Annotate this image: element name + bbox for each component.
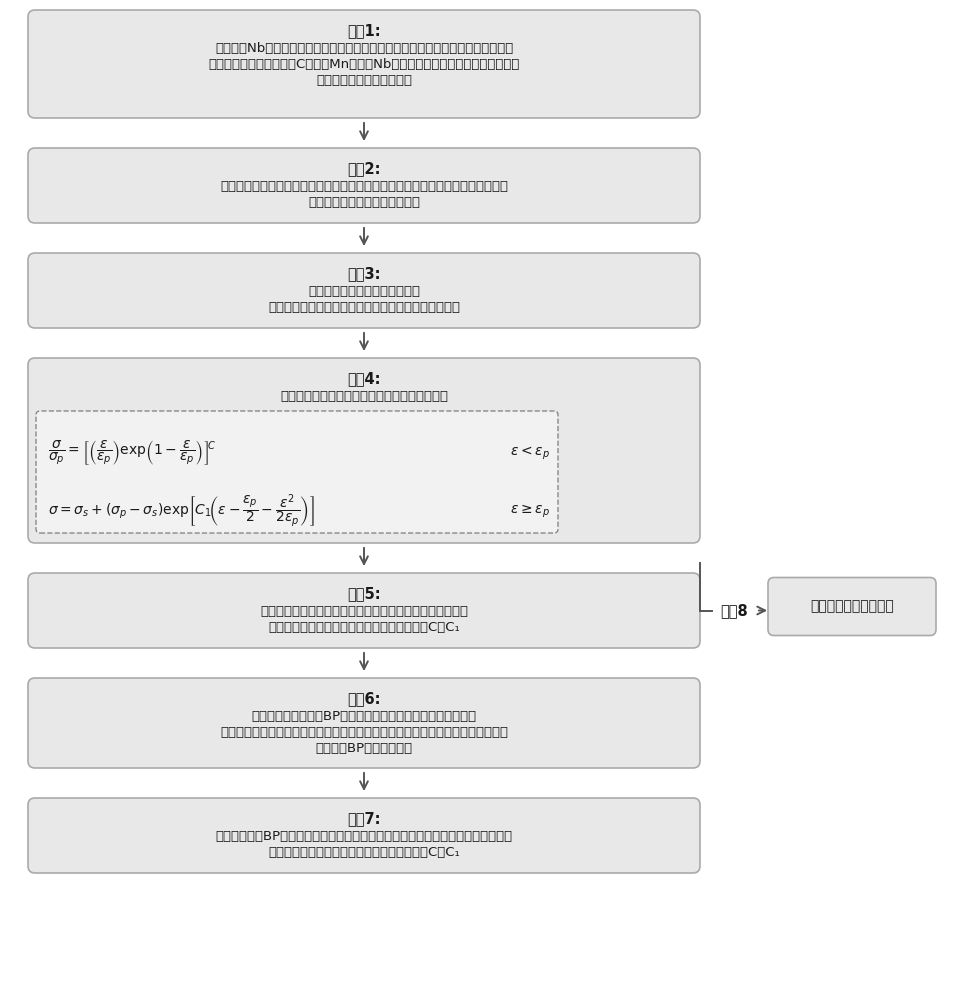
Text: 流变应力曲线，获得筛选数据集: 流变应力曲线，获得筛选数据集: [308, 196, 420, 209]
FancyBboxPatch shape: [28, 678, 700, 768]
Text: 步骤7:: 步骤7:: [347, 811, 381, 826]
Text: $\dfrac{\sigma}{\sigma_p} = \left[\left(\dfrac{\varepsilon}{\varepsilon_p}\right: $\dfrac{\sigma}{\sigma_p} = \left[\left(…: [48, 439, 217, 467]
FancyBboxPatch shape: [28, 253, 700, 328]
Text: 步骤2:: 步骤2:: [347, 161, 381, 176]
Text: 数据集，钢种信息包括：C含量、Mn含量和Nb含量，工艺参数：加热温度、变形温: 数据集，钢种信息包括：C含量、Mn含量和Nb含量，工艺参数：加热温度、变形温: [208, 58, 520, 71]
FancyBboxPatch shape: [28, 10, 700, 118]
Text: $\sigma = \sigma_s + (\sigma_p - \sigma_s)\exp\!\left[C_1\!\left(\varepsilon - \: $\sigma = \sigma_s + (\sigma_p - \sigma_…: [48, 492, 315, 530]
Text: 与动态再结晶型流变应力特征间的非线性映射网络关系模型，进行模型训练，获得: 与动态再结晶型流变应力特征间的非线性映射网络关系模型，进行模型训练，获得: [220, 726, 508, 739]
Text: 步骤4:: 步骤4:: [347, 371, 381, 386]
Text: 根据动态再结晶型流变应力数学模型形式，采用遗传算法，: 根据动态再结晶型流变应力数学模型形式，采用遗传算法，: [260, 605, 468, 618]
Text: $\varepsilon < \varepsilon_p$: $\varepsilon < \varepsilon_p$: [510, 444, 550, 462]
FancyBboxPatch shape: [28, 148, 700, 223]
Text: 度、最大应变量和应变速率: 度、最大应变量和应变速率: [316, 74, 412, 87]
Text: 动态再结晶型流变应力: 动态再结晶型流变应力: [810, 599, 894, 613]
Text: 根据实测流变应力曲线学习数学模型中的参数C和C₁: 根据实测流变应力曲线学习数学模型中的参数C和C₁: [269, 621, 460, 634]
Text: 判断收集到的流变应力曲线是否符合物理冶金学规律，保留符合物理冶金学规律的: 判断收集到的流变应力曲线是否符合物理冶金学规律，保留符合物理冶金学规律的: [220, 180, 508, 193]
FancyBboxPatch shape: [28, 798, 700, 873]
Text: 步骤8: 步骤8: [720, 603, 748, 618]
Text: 应力特征：峰值应力、峰值应变、稳态应力、C、C₁: 应力特征：峰值应力、峰值应变、稳态应力、C、C₁: [269, 846, 460, 859]
Text: 曲线的实测峰值应变、峰值应力、稳态应变、稳态应力: 曲线的实测峰值应变、峰值应力、稳态应变、稳态应力: [268, 301, 460, 314]
Text: 步骤1:: 步骤1:: [347, 23, 381, 38]
Text: 步骤6:: 步骤6:: [347, 691, 381, 706]
Text: 根据训练好的BP神经网络模型，选取至少一组成分及工艺，预测动态再结晶型流变: 根据训练好的BP神经网络模型，选取至少一组成分及工艺，预测动态再结晶型流变: [216, 830, 512, 843]
FancyBboxPatch shape: [768, 578, 936, 636]
Text: 采用贝叶斯正则化的BP神经网络建立钢种信息、工艺参数信息: 采用贝叶斯正则化的BP神经网络建立钢种信息、工艺参数信息: [251, 710, 477, 723]
Text: 确定动态再结晶型流变应力曲线的数学模型形式: 确定动态再结晶型流变应力曲线的数学模型形式: [280, 390, 448, 403]
Text: $\varepsilon \geq \varepsilon_p$: $\varepsilon \geq \varepsilon_p$: [510, 502, 550, 520]
Text: 基于现有Nb微合金钢动态再结晶型流变应力曲线及钢种信息的实验数据，构建初始: 基于现有Nb微合金钢动态再结晶型流变应力曲线及钢种信息的实验数据，构建初始: [215, 42, 513, 55]
FancyBboxPatch shape: [28, 358, 700, 543]
Text: 确定筛选数据集中每条流变应力: 确定筛选数据集中每条流变应力: [308, 285, 420, 298]
FancyBboxPatch shape: [28, 573, 700, 648]
Text: 训练好的BP神经网络模型: 训练好的BP神经网络模型: [316, 742, 412, 755]
FancyBboxPatch shape: [36, 411, 558, 533]
Text: 步骤3:: 步骤3:: [347, 266, 381, 281]
Text: 步骤5:: 步骤5:: [347, 586, 381, 601]
